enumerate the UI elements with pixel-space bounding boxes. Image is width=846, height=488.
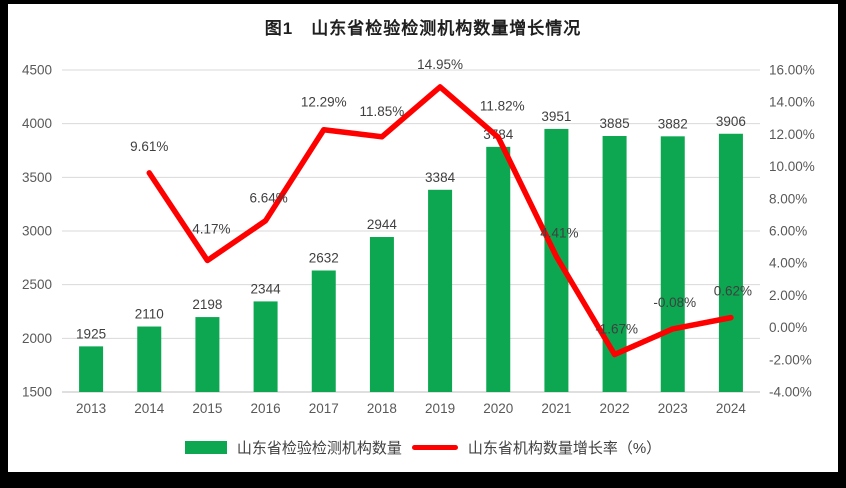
right-axis-tick: 0.00%: [769, 320, 807, 335]
line-value-label: 4.17%: [192, 221, 230, 236]
right-axis-tick: -2.00%: [769, 352, 812, 367]
bar-value-label: 3885: [600, 116, 630, 131]
right-axis-tick: -4.00%: [769, 385, 812, 400]
bar-value-label: 2632: [309, 250, 339, 265]
left-axis-tick: 3000: [22, 224, 52, 239]
line-value-label: 0.62%: [714, 284, 752, 299]
x-axis-tick: 2015: [192, 401, 222, 416]
x-axis-tick: 2020: [483, 401, 513, 416]
right-axis-tick: 4.00%: [769, 256, 807, 271]
bar-value-label: 3906: [716, 114, 746, 129]
bar: [311, 270, 336, 392]
legend-bar-label: 山东省检验检测机构数量: [236, 440, 402, 457]
line-value-label: 6.64%: [249, 191, 287, 206]
x-axis-tick: 2022: [600, 401, 630, 416]
left-axis-tick: 2500: [22, 277, 52, 292]
line-value-label: -0.08%: [653, 295, 696, 310]
bar: [137, 326, 162, 392]
right-axis-tick: 12.00%: [769, 127, 815, 142]
left-axis-tick: 4500: [22, 63, 52, 78]
bar: [428, 189, 453, 392]
x-axis-tick: 2023: [658, 401, 688, 416]
bar: [718, 133, 743, 393]
x-axis-tick: 2018: [367, 401, 397, 416]
right-axis-tick: 14.00%: [769, 95, 815, 110]
legend-bar-swatch-icon: [184, 441, 227, 454]
left-axis-tick: 4000: [22, 116, 52, 131]
line-value-label: 14.95%: [417, 57, 463, 72]
x-axis-tick: 2013: [76, 401, 106, 416]
line-value-label: 4.41%: [540, 226, 578, 241]
bar: [253, 301, 278, 392]
chart-title: 图1 山东省检验检测机构数量增长情况: [264, 19, 582, 38]
right-axis-tick: 16.00%: [769, 63, 815, 78]
left-axis-tick: 3500: [22, 170, 52, 185]
line-value-label: -1.67%: [595, 321, 638, 336]
right-axis-tick: 2.00%: [769, 288, 807, 303]
x-axis-tick: 2024: [716, 401, 747, 416]
bar-value-label: 3951: [541, 109, 571, 124]
x-axis-tick: 2017: [309, 401, 339, 416]
legend-line-label: 山东省机构数量增长率（%）: [467, 440, 662, 457]
x-axis-tick: 2016: [251, 401, 281, 416]
chart-background: [8, 4, 838, 472]
line-value-label: 12.29%: [301, 95, 347, 110]
left-axis-tick: 2000: [22, 331, 52, 346]
right-axis-tick: 6.00%: [769, 224, 807, 239]
growth-rate-line: [146, 84, 734, 358]
left-axis-tick: 1500: [22, 385, 52, 400]
legend-line-swatch-icon: [411, 445, 458, 450]
x-axis-tick: 2014: [134, 401, 165, 416]
right-axis-tick: 10.00%: [769, 159, 815, 174]
chart-legend: 山东省检验检测机构数量 山东省机构数量增长率（%）: [8, 437, 838, 458]
bar-value-label: 2344: [251, 281, 282, 296]
bar-value-label: 2944: [367, 217, 398, 232]
line-value-label: 11.82%: [480, 98, 525, 113]
bar: [660, 136, 685, 392]
x-axis-tick: 2019: [425, 401, 455, 416]
bar: [486, 146, 511, 392]
bar-value-label: 1925: [76, 326, 106, 341]
right-axis-tick: 8.00%: [769, 191, 807, 206]
line-value-label: 11.85%: [360, 104, 405, 119]
bar-value-label: 3882: [658, 116, 688, 131]
bar-value-label: 2198: [192, 297, 222, 312]
bar: [79, 346, 104, 392]
bar: [195, 317, 220, 392]
x-axis-tick: 2021: [541, 401, 571, 416]
bar-value-label: 2110: [135, 307, 164, 322]
bar-value-label: 3384: [425, 170, 456, 185]
bar: [369, 237, 394, 392]
line-value-label: 9.61%: [130, 139, 168, 154]
